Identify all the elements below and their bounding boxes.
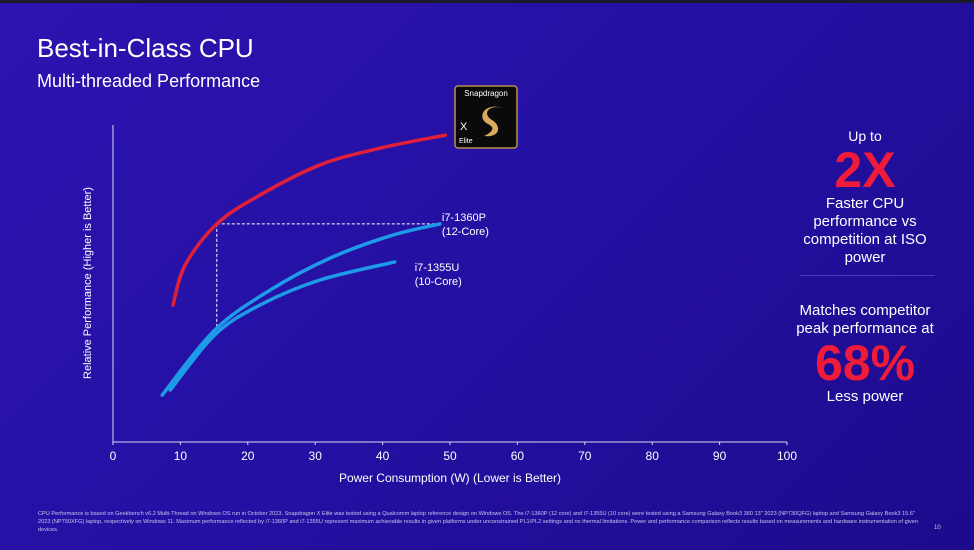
panel-big: 68% (814, 335, 916, 391)
series-line (171, 133, 448, 307)
series-label: i7-1355U (415, 262, 460, 274)
logo-icon (482, 106, 503, 137)
separator (800, 275, 935, 276)
panel-text: Faster CPU performance vs competition at… (803, 195, 927, 266)
logo-brand: Snapdragon (464, 89, 508, 98)
logo-line: Elite (459, 138, 473, 145)
panel-lead: Up to (848, 128, 882, 144)
panel-top: Up to 2X Faster CPU performance vs compe… (790, 128, 940, 267)
series-note: (12-Core) (442, 226, 489, 238)
x-tick-label: 60 (511, 449, 525, 463)
x-tick-label: 30 (309, 449, 323, 463)
y-axis-label: Relative Performance (Higher is Better) (82, 187, 94, 379)
x-tick-label: 50 (443, 449, 457, 463)
x-tick-label: 100 (777, 449, 797, 463)
x-tick-label: 80 (646, 449, 660, 463)
series-line (168, 260, 397, 392)
x-axis-label: Power Consumption (W) (Lower is Better) (339, 471, 561, 485)
logo: Snapdragon X Elite (454, 85, 518, 149)
footnote: CPU Performance is based on Geekbench v6… (38, 511, 919, 533)
panel-bottom: Matches competitor peak performance at 6… (790, 302, 940, 406)
panel-text: Less power (826, 388, 904, 405)
chart-title: Best-in-Class CPU (37, 33, 254, 63)
page-number: 10 (934, 525, 941, 531)
x-tick-label: 0 (110, 449, 117, 463)
x-tick-label: 10 (174, 449, 188, 463)
panel-lead: Matches competitor peak performance at (796, 302, 934, 337)
guide-line (216, 223, 440, 331)
series-label: i7-1360P (442, 212, 486, 224)
x-tick-label: 40 (376, 449, 390, 463)
x-tick-label: 90 (713, 449, 727, 463)
chart-subtitle: Multi-threaded Performance (37, 71, 260, 91)
panel-big: 2X (834, 142, 896, 198)
series-line (160, 222, 442, 397)
x-tick-label: 20 (241, 449, 255, 463)
x-tick-label: 70 (578, 449, 592, 463)
top-bar (0, 0, 974, 3)
logo-mark: X (460, 121, 468, 133)
series-note: (10-Core) (415, 276, 462, 288)
